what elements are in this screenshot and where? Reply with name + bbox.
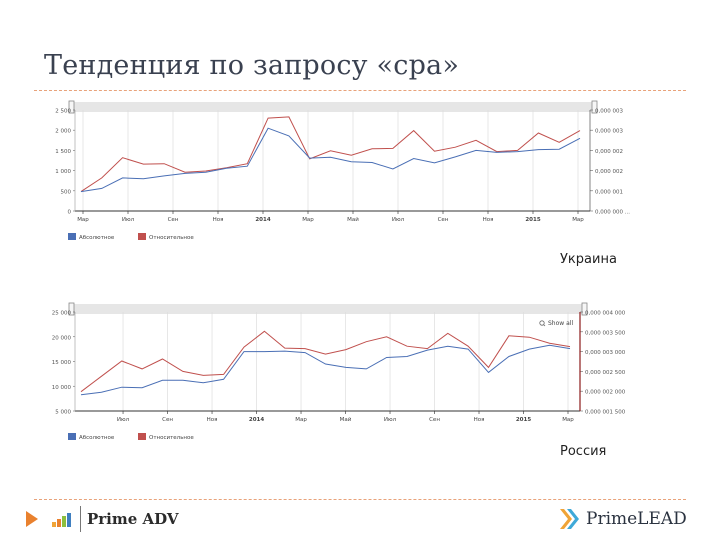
- x-tick-label: Мар: [562, 417, 574, 423]
- y-right-tick-label: 0,000 003 000: [585, 350, 626, 356]
- y-right-tick-label: 0,000 004 000: [585, 311, 626, 317]
- navigator-bar[interactable]: [69, 102, 596, 112]
- page-title: Тенденция по запросу «cpa»: [44, 50, 460, 81]
- y-left-tick-label: 500: [61, 189, 72, 195]
- y-left-tick-label: 5 000: [55, 410, 71, 416]
- y-left-tick-label: 10 000: [52, 385, 72, 391]
- x-tick-label: Ноя: [207, 417, 218, 423]
- y-left-tick-label: 2 000: [55, 129, 71, 135]
- legend-item-relative[interactable]: Относительное: [138, 433, 194, 441]
- x-tick-label: Мар: [302, 217, 314, 223]
- x-tick-label: Мар: [295, 417, 307, 423]
- svg-text:Относительное: Относительное: [149, 435, 194, 441]
- legend-item-absolute[interactable]: Абсолютное: [68, 233, 115, 241]
- x-tick-label: 2015: [525, 217, 540, 223]
- y-right-tick-label: 0,000 002: [595, 169, 623, 175]
- brand-primelead: PrimeLEAD: [586, 509, 687, 529]
- y-right-tick-label: 0,000 002: [595, 149, 623, 155]
- x-tick-label: Июл: [392, 217, 405, 223]
- x-tick-label: Май: [340, 416, 352, 423]
- footer-divider: [34, 499, 686, 500]
- region-label-ukraine: Украина: [560, 252, 617, 267]
- brand-prime-adv: Prime ADV: [87, 510, 179, 528]
- x-tick-label: Сен: [438, 217, 449, 223]
- show-all-button[interactable]: Show all: [539, 320, 574, 327]
- y-right-tick-label: 0,000 003: [595, 109, 623, 115]
- svg-text:Абсолютное: Абсолютное: [79, 435, 115, 441]
- y-right-tick-label: 0,000 002 500: [585, 370, 626, 376]
- x-tick-label: Июл: [122, 217, 135, 223]
- bar-chart-logo-icon: [52, 513, 71, 527]
- y-left-tick-label: 20 000: [52, 335, 72, 341]
- y-right-tick-label: 0,000 002 000: [585, 390, 626, 396]
- y-right-tick-label: 0,000 003 500: [585, 330, 626, 336]
- y-right-tick-label: 0,000 001: [595, 189, 623, 195]
- x-tick-label: Май: [347, 216, 359, 223]
- y-right-tick-label: 0,000 003: [595, 129, 623, 135]
- x-tick-label: Мар: [77, 217, 89, 223]
- series-line-relative[interactable]: [80, 116, 581, 193]
- logo-separator: [80, 506, 81, 532]
- x-tick-label: Мар: [572, 217, 584, 223]
- x-tick-label: Ноя: [474, 417, 485, 423]
- y-left-tick-label: 2 500: [55, 109, 71, 115]
- svg-text:Show all: Show all: [548, 320, 573, 327]
- navigator-bar[interactable]: [69, 304, 586, 314]
- y-left-tick-label: 15 000: [52, 360, 72, 366]
- legend-item-absolute[interactable]: Абсолютное: [68, 433, 115, 441]
- y-left-tick-label: 1 500: [55, 149, 71, 155]
- chart-russia: 5 000 10 000 15 000 20 000 25 000 0,000 001 5…: [30, 300, 650, 450]
- title-divider: [34, 90, 686, 91]
- chevron-logo-icon: [560, 509, 579, 529]
- region-label-russia: Россия: [560, 444, 607, 459]
- chart-ukraine: 0 500 1 000 1 500 2 000 2 500 0,000 000 ... 0,0…: [30, 98, 650, 248]
- x-tick-label: Ноя: [483, 217, 494, 223]
- x-tick-label: Сен: [168, 217, 179, 223]
- legend-item-relative[interactable]: Относительное: [138, 233, 194, 241]
- navigator-handle-right[interactable]: [581, 302, 588, 316]
- series-line-relative[interactable]: [80, 330, 571, 393]
- x-tick-label: 2015: [516, 417, 531, 423]
- chart-russia-plot: 5 000 10 000 15 000 20 000 25 000 0,000 001 5…: [52, 302, 626, 441]
- svg-text:Абсолютное: Абсолютное: [79, 235, 115, 241]
- x-tick-label: Июл: [384, 417, 397, 423]
- x-tick-label: Ноя: [213, 217, 224, 223]
- navigator-handle-left[interactable]: [68, 100, 75, 114]
- footer-prime-adv: Prime ADV: [26, 504, 179, 534]
- y-right-tick-label: 0,000 000 ...: [595, 210, 630, 216]
- series-line-absolute[interactable]: [80, 127, 581, 193]
- x-tick-label: Сен: [429, 417, 440, 423]
- footer-primelead: PrimeLEAD: [560, 505, 687, 533]
- chart-ukraine-plot: 0 500 1 000 1 500 2 000 2 500 0,000 000 ... 0,0…: [55, 100, 630, 241]
- svg-text:Относительное: Относительное: [149, 235, 194, 241]
- y-left-tick-label: 0: [68, 210, 72, 216]
- y-left-tick-label: 25 000: [52, 311, 72, 317]
- series-line-absolute[interactable]: [80, 344, 571, 396]
- navigator-handle-right[interactable]: [591, 100, 598, 114]
- play-arrow-icon: [26, 511, 38, 527]
- y-left-tick-label: 1 000: [55, 169, 71, 175]
- y-right-tick-label: 0,000 001 500: [585, 410, 626, 416]
- x-tick-label: Июл: [117, 417, 130, 423]
- x-tick-label: 2014: [255, 217, 270, 223]
- navigator-handle-left[interactable]: [68, 302, 75, 316]
- x-tick-label: 2014: [249, 417, 264, 423]
- x-tick-label: Сен: [162, 417, 173, 423]
